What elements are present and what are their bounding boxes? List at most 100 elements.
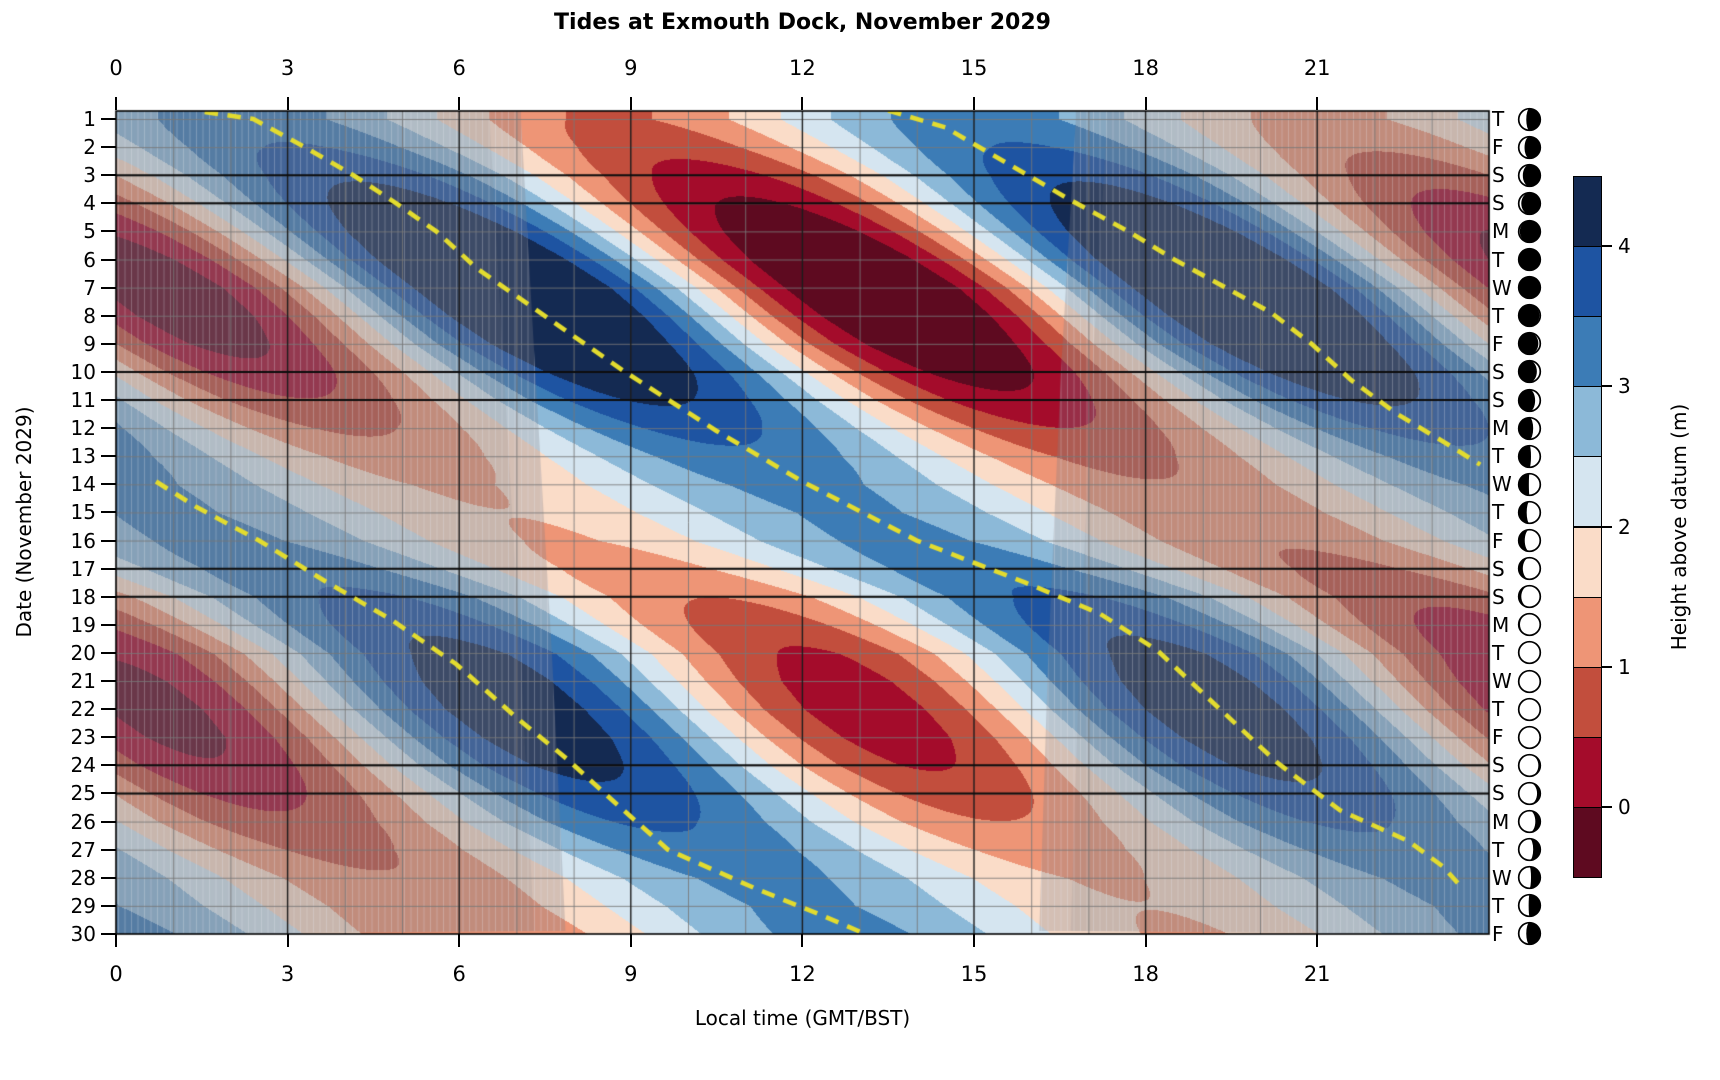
weekday-label: W [1492,865,1512,890]
weekday-label: M [1492,219,1510,244]
y-tick-mark [101,511,116,514]
y-tick-mark [101,680,116,683]
y-tick-mark [101,146,116,149]
y-tick-mark [101,623,116,626]
x-tick-mark [1144,97,1147,110]
y-tick-mark [101,736,116,739]
moon-phase-icon [1517,163,1542,187]
moon-phase-icon [1517,725,1542,749]
x-tick-label: 3 [280,56,295,80]
x-tick-label: 18 [1132,962,1159,986]
weekday-label: F [1492,331,1504,356]
moon-phase-icon [1517,753,1542,778]
x-tick-label: 9 [624,962,638,986]
weekday-label: T [1492,640,1505,665]
y-tick-label: 30 [70,921,96,946]
moon-phase [1516,443,1543,474]
y-axis-label: Date (November 2029) [12,406,36,638]
weekday-label: T [1492,444,1505,469]
x-tick-mark [973,97,975,110]
x-tick-mark [801,97,804,110]
colorbar-tick-label: 2 [1618,514,1631,539]
colorbar-segment [1573,666,1602,738]
moon-phase [1516,499,1543,530]
y-tick-label: 20 [70,640,96,665]
x-tick-mark [629,934,632,947]
y-tick-mark [101,848,116,851]
y-tick-label: 6 [83,247,96,272]
colorbar-segment [1573,806,1602,878]
y-tick-mark [101,820,116,823]
weekday-label: T [1492,107,1505,131]
moon-phase-icon [1517,894,1542,918]
x-tick-label: 18 [1132,56,1159,80]
weekday-label: T [1492,500,1505,525]
weekday-label: S [1492,781,1505,806]
weekday-label: T [1492,837,1505,862]
y-tick-mark [101,314,116,317]
moon-phase [1516,162,1543,193]
y-tick-label: 24 [70,753,96,778]
y-tick-mark [101,399,116,402]
moon-phase [1516,808,1543,839]
x-tick-mark [1144,934,1147,947]
y-tick-label: 18 [70,584,96,609]
y-tick-label: 26 [70,809,96,834]
weekday-label: T [1492,697,1505,722]
colorbar-segment [1573,596,1602,668]
weekday-label: W [1492,669,1512,694]
x-axis-label: Local time (GMT/BST) [694,1006,911,1030]
y-tick-label: 9 [83,331,96,356]
y-tick-mark [101,708,116,711]
weekday-label: M [1492,612,1510,637]
weekday-label: S [1492,753,1505,778]
y-tick-label: 5 [83,219,96,244]
x-tick-label: 9 [624,56,638,80]
moon-phase-icon [1517,444,1542,468]
y-tick-mark [101,455,116,458]
x-tick-label: 0 [109,56,123,80]
y-tick-mark [101,118,116,120]
y-tick-label: 25 [70,781,96,806]
colorbar-segment [1573,456,1602,528]
moon-phase [1516,836,1543,867]
colorbar-label: Height above datum (m) [1667,403,1691,651]
colorbar-tick-mark [1602,245,1612,248]
x-tick-label: 12 [789,962,816,986]
weekday-label: W [1492,275,1512,300]
y-tick-label: 28 [70,865,96,890]
y-tick-mark [101,427,116,430]
x-tick-mark [458,934,461,947]
y-tick-label: 7 [83,275,96,300]
moon-phase-icon [1517,641,1542,665]
moon-phase [1516,358,1543,389]
colorbar-tick-mark [1602,665,1612,668]
weekday-label: F [1492,528,1504,553]
y-tick-label: 21 [70,669,96,694]
moon-phase [1516,555,1543,586]
moon-phase [1516,134,1543,165]
y-tick-label: 12 [70,416,96,441]
y-tick-label: 22 [70,697,96,722]
colorbar-tick-mark [1602,805,1612,808]
moon-phase-icon [1517,528,1542,553]
moon-phase [1516,780,1543,811]
moon-phase-icon [1517,191,1542,215]
y-tick-label: 17 [70,556,96,581]
moon-phase-icon [1517,107,1542,131]
colorbar-segment [1573,526,1602,598]
weekday-label: T [1492,893,1505,918]
x-tick-label: 21 [1303,962,1331,986]
x-tick-mark [115,934,117,947]
y-tick-label: 23 [70,725,96,750]
x-tick-label: 3 [280,962,295,986]
moon-phase [1516,218,1543,249]
colorbar-tick-label: 4 [1618,234,1631,259]
colorbar-tick-mark [1602,525,1612,528]
moon-phase [1516,415,1543,446]
moon-phase-icon [1517,416,1542,440]
y-tick-mark [101,370,116,373]
moon-phase-icon [1517,219,1542,244]
moon-phase [1516,864,1543,895]
moon-phase-icon [1517,838,1542,862]
